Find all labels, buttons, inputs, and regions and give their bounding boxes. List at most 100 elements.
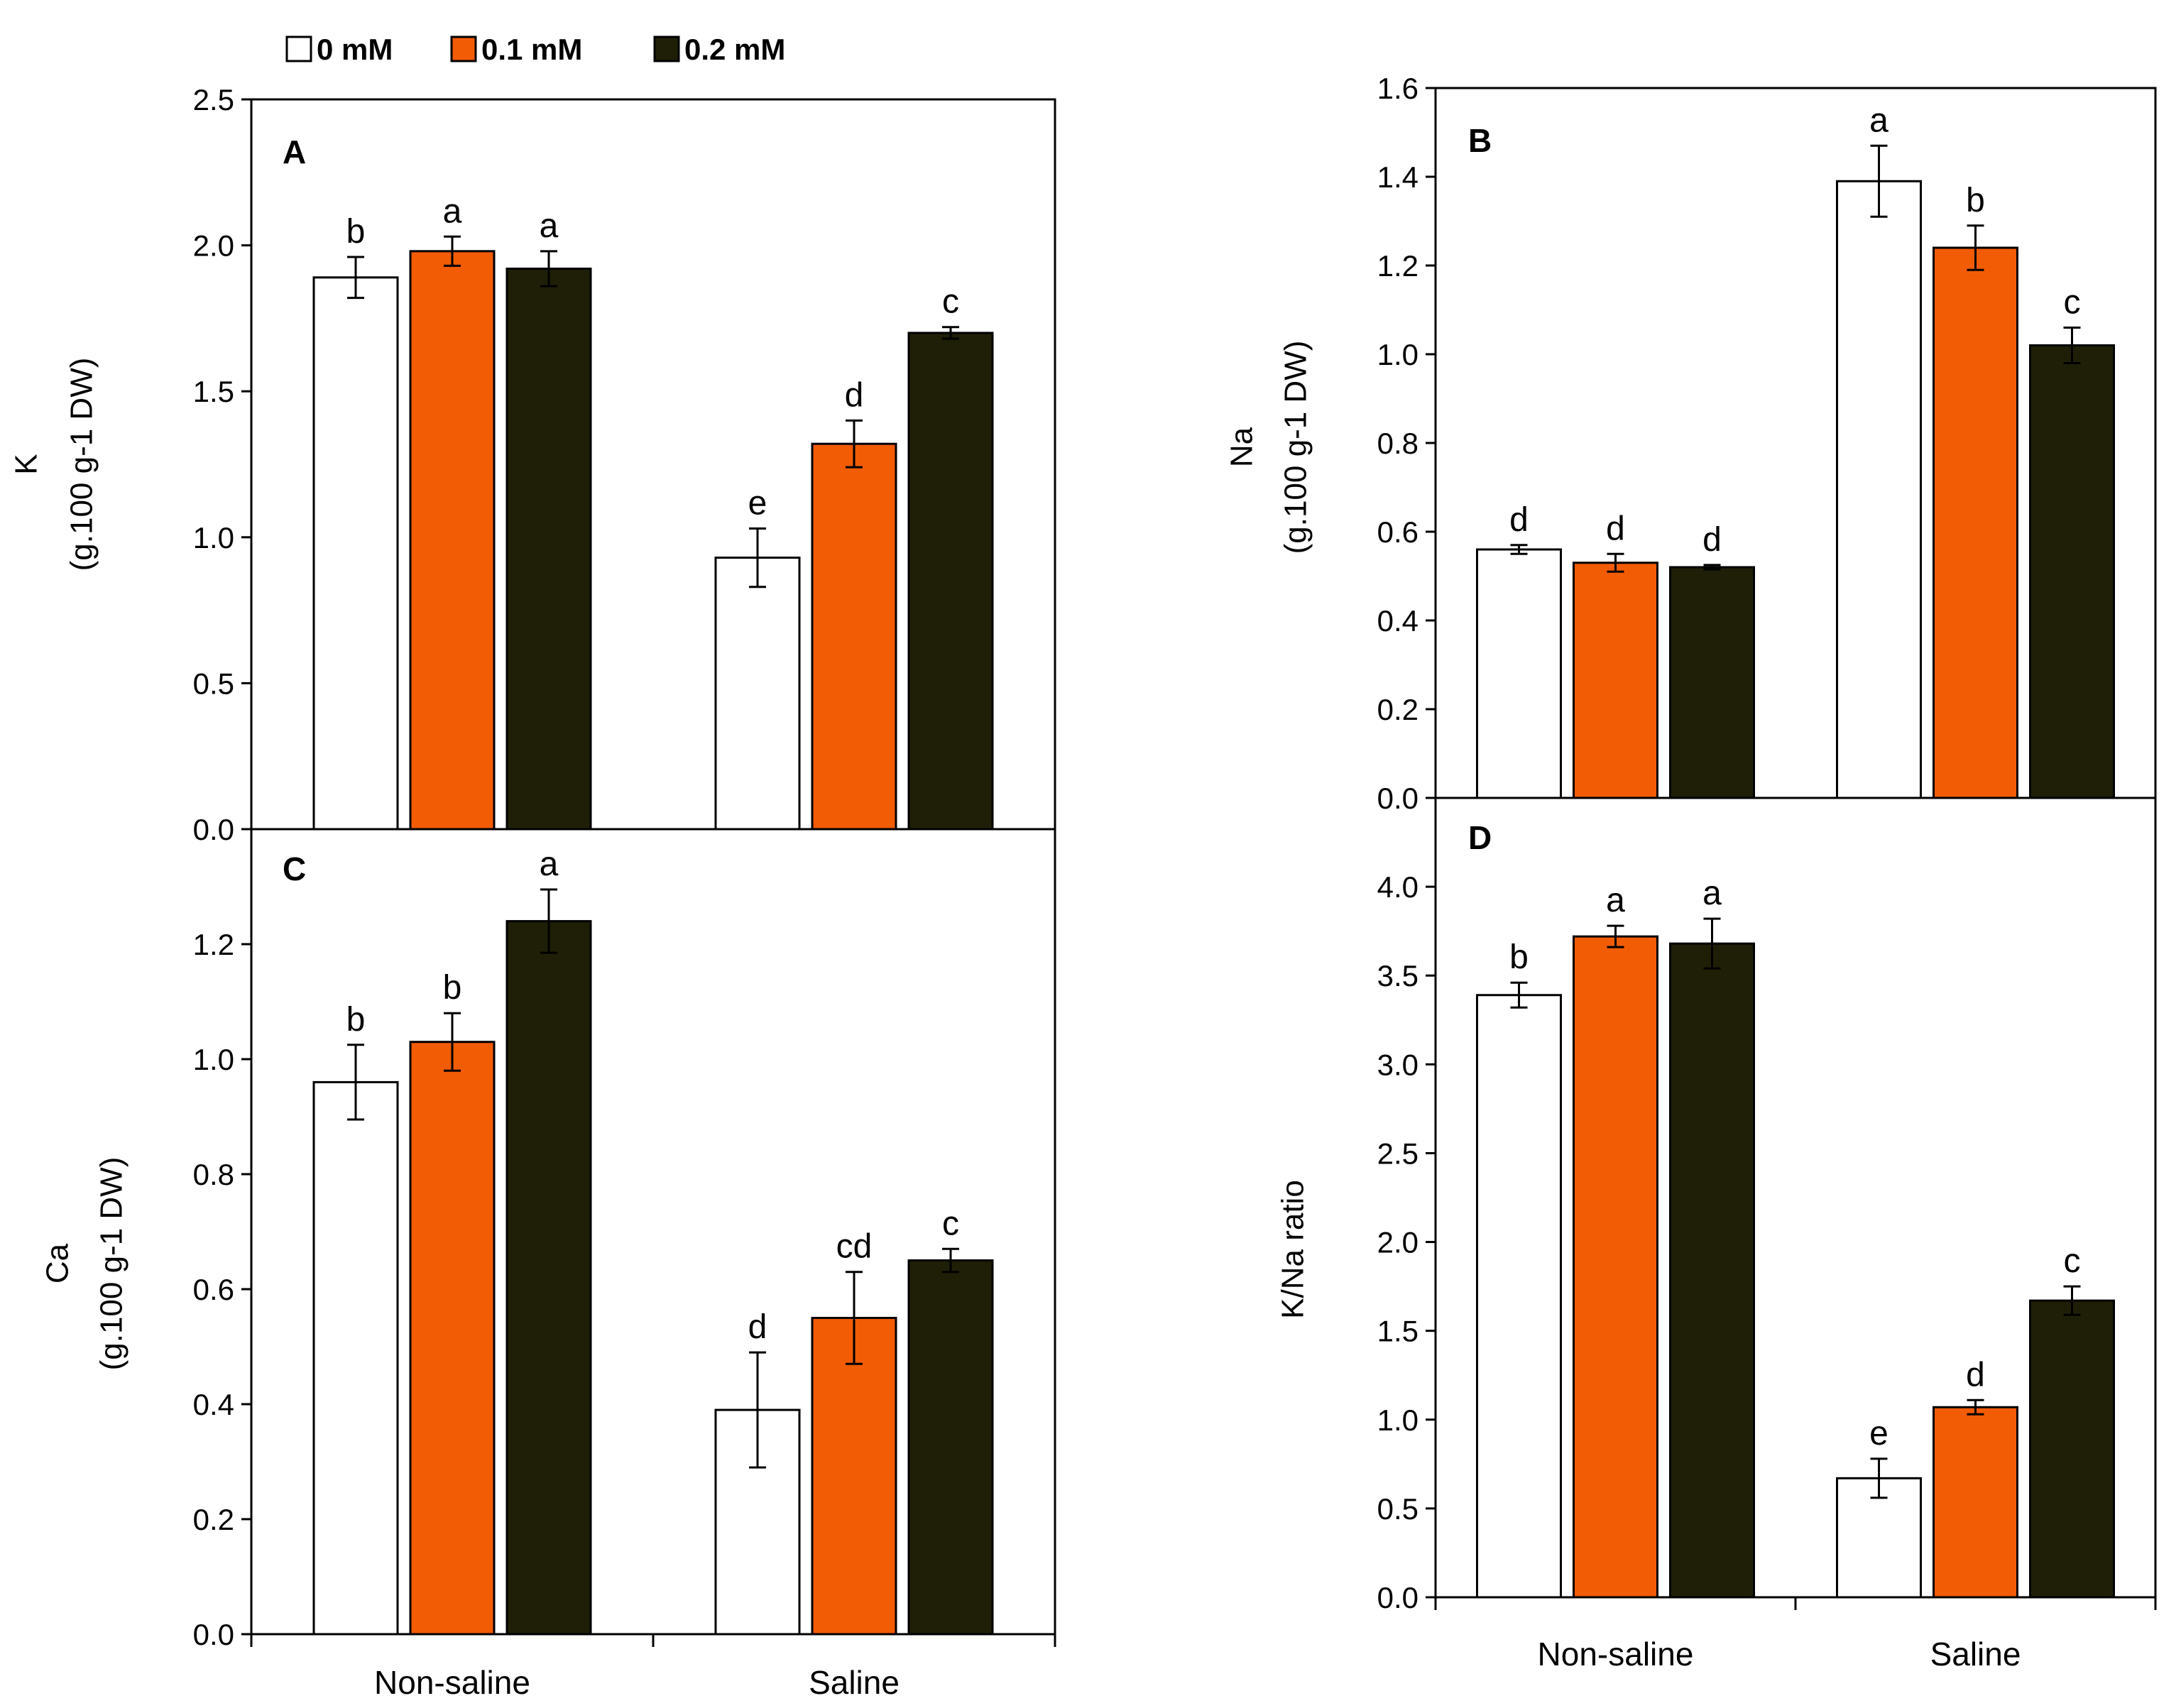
panel-d-ylabel-line1: K/Na ratio (1276, 1180, 1311, 1319)
panel-a-bar (811, 442, 897, 831)
panel-a-ytick-label: 1.0 (193, 521, 234, 554)
legend: 0 mM 0.1 mM 0.2 mM (285, 33, 785, 66)
panel-b-ytick-label: 0.8 (1377, 427, 1419, 460)
panel-c-bar (505, 920, 592, 1636)
panel-b-significance-letter: a (1869, 102, 1888, 139)
panel-b-significance-letter: d (1606, 510, 1625, 547)
panel-d-bar (1836, 1477, 1922, 1599)
panel-d-category-label: Saline (1930, 1636, 2021, 1673)
panel-d-panel-letter: D (1468, 819, 1492, 856)
panel-d-significance-letter: d (1966, 1356, 1985, 1394)
panel-b-bar (2029, 344, 2115, 799)
panel-d-bar (2029, 1299, 2115, 1599)
panel-d-bar (1476, 994, 1562, 1599)
legend-swatch-01mM (450, 35, 477, 62)
panel-c-panel-letter: C (283, 850, 306, 887)
panel-a-significance-letter: d (845, 376, 864, 414)
panel-b-panel-letter: B (1468, 122, 1492, 159)
panel-d-bar (1573, 935, 1658, 1599)
panel-b-significance-letter: b (1966, 182, 1985, 219)
panel-b-bar (1573, 562, 1658, 799)
panel-a-chart: 0.0 0.5 1.0 1.5 2.0 2.5 b a a e d c A K (g.100 g-1 DW) (9, 83, 1056, 846)
panel-a-ylabel-line1: K (9, 454, 44, 474)
panel-d-ytick-label: 1.5 (1377, 1315, 1419, 1348)
panel-a-bar (505, 267, 592, 831)
panel-b-ytick-label: 0.4 (1377, 604, 1419, 637)
panel-b-ylabel-line2: (g.100 g-1 DW) (1279, 341, 1313, 554)
legend-label-02mM: 0.2 mM (684, 33, 785, 66)
panel-d-significance-letter: e (1869, 1415, 1888, 1452)
panel-c-bar (312, 1080, 399, 1636)
panel-a-ytick-label: 0.0 (193, 813, 234, 846)
panel-c-bar (811, 1317, 897, 1636)
panel-c-significance-letter: c (942, 1205, 959, 1242)
panel-d-significance-letter: a (1702, 875, 1722, 912)
panel-a-ytick-label: 1.5 (193, 375, 234, 408)
panel-a-bar (907, 332, 994, 831)
panel-a-bar (409, 250, 496, 831)
panel-b-significance-letter: d (1509, 501, 1529, 539)
panel-c-ylabel-line1: Ca (40, 1243, 75, 1283)
panel-c-significance-letter: b (443, 969, 462, 1007)
panel-b-ylabel-line1: Na (1225, 427, 1259, 467)
legend-label-0mM: 0 mM (317, 33, 393, 66)
panel-c-bar (409, 1041, 496, 1636)
panel-a-significance-letter: b (346, 213, 366, 251)
panel-c-category-label: Saline (809, 1664, 900, 1701)
panel-d-bar (1933, 1406, 2018, 1599)
panel-a-ytick-label: 2.5 (193, 83, 234, 116)
panel-b-significance-letter: c (2064, 284, 2081, 322)
panel-d-ytick-label: 3.5 (1377, 959, 1419, 992)
panel-b-bar (1836, 180, 1922, 799)
panel-a-significance-letter: a (443, 192, 462, 230)
panel-c-significance-letter: d (748, 1308, 767, 1346)
panel-d-significance-letter: a (1606, 882, 1625, 919)
panel-d-ytick-label: 2.5 (1377, 1137, 1419, 1170)
panel-c-ytick-label: 0.0 (193, 1618, 234, 1651)
panel-a-significance-letter: e (748, 484, 767, 522)
panel-d-ytick-label: 1.0 (1377, 1403, 1419, 1437)
panel-d-ytick-label: 2.0 (1377, 1226, 1419, 1259)
panel-b-ytick-label: 0.6 (1377, 515, 1419, 549)
panel-a-ytick-label: 2.0 (193, 229, 234, 263)
panel-b-bar (1933, 246, 2018, 799)
panel-c-category-label: Non-saline (374, 1664, 530, 1701)
legend-swatch-0mM (285, 35, 312, 62)
panel-d-ytick-label: 0.0 (1377, 1581, 1419, 1614)
panel-b-ytick-label: 1.2 (1377, 249, 1419, 283)
panel-a-bar (714, 557, 801, 831)
panel-b-bar (1476, 548, 1562, 799)
panel-d-category-label: Non-saline (1538, 1636, 1694, 1673)
panel-a-significance-letter: a (540, 207, 559, 245)
panel-c-bar (907, 1259, 994, 1636)
panel-d-chart: 0.0 0.5 1.0 1.5 2.0 2.5 3.0 3.5 4.0 b a a Non-saline… (1276, 796, 2157, 1673)
panel-b-bar (1669, 566, 1755, 799)
panel-c-ytick-label: 0.6 (193, 1273, 234, 1306)
panel-d-significance-letter: c (2064, 1242, 2081, 1280)
panel-c-significance-letter: b (346, 1001, 366, 1039)
panel-d-ytick-label: 3.0 (1377, 1048, 1419, 1081)
panel-d-significance-letter: b (1509, 938, 1529, 976)
panel-b-ytick-label: 1.6 (1377, 72, 1419, 105)
panel-c-ytick-label: 0.2 (193, 1503, 234, 1536)
panel-c-ylabel-line2: (g.100 g-1 DW) (94, 1157, 129, 1371)
panel-c-ytick-label: 1.0 (193, 1043, 234, 1076)
panel-d-bar (1669, 942, 1755, 1599)
panel-d-ytick-label: 4.0 (1377, 870, 1419, 904)
panel-b-ytick-label: 1.0 (1377, 338, 1419, 371)
panel-c-significance-letter: a (540, 845, 559, 883)
panel-b-ytick-label: 0.0 (1377, 782, 1419, 815)
panel-a-bar (312, 276, 399, 831)
legend-label-01mM: 0.1 mM (481, 33, 582, 66)
panel-c-ytick-label: 1.2 (193, 928, 234, 961)
panel-b-chart: 0.0 0.2 0.4 0.6 0.8 1.0 1.2 1.4 1.6 d d d a b c B Na (g.1… (1225, 72, 2157, 815)
panel-c-significance-letter: cd (836, 1228, 873, 1266)
panel-b-ytick-label: 1.4 (1377, 160, 1419, 194)
panel-a-ylabel-line2: (g.100 g-1 DW) (65, 358, 99, 571)
panel-a-ytick-label: 0.5 (193, 667, 234, 700)
panel-b-ytick-label: 0.2 (1377, 693, 1419, 726)
panel-a-panel-letter: A (283, 133, 306, 170)
panel-b-significance-letter: d (1702, 521, 1722, 559)
panel-a-significance-letter: c (942, 283, 959, 321)
